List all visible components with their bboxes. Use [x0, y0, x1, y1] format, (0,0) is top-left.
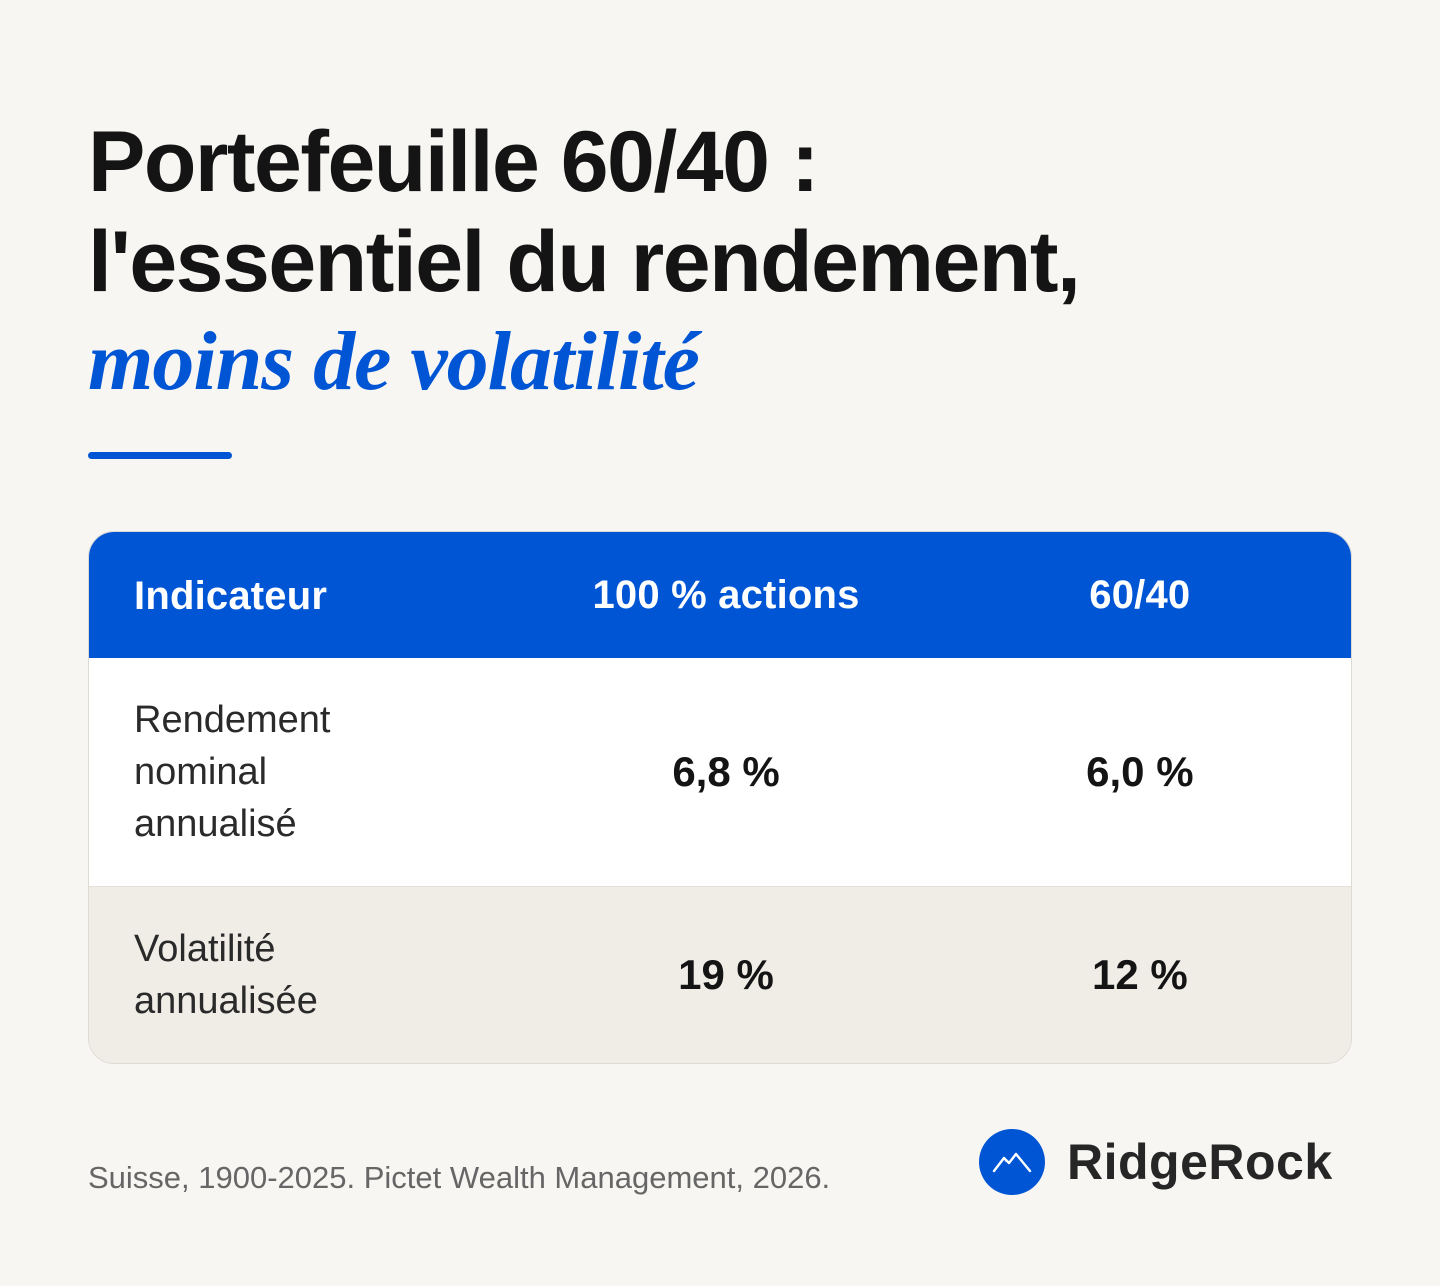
accent-divider — [88, 452, 232, 459]
title-accent: moins de volatilité — [88, 315, 700, 408]
comparison-table: Indicateur 100 % actions 60/40 Rendement… — [88, 531, 1352, 1064]
title-line-2: l'essentiel du rendement, — [88, 214, 1081, 310]
row-label-return: Rendement nominal annualisé — [134, 699, 331, 845]
value-volatility-stocks: 19 % — [678, 951, 774, 998]
table-row: Volatilité annualisée 19 % 12 % — [89, 887, 1351, 1063]
header-sixty-forty: 60/40 — [1089, 572, 1191, 617]
mountain-icon — [979, 1129, 1045, 1195]
value-return-stocks: 6,8 % — [672, 748, 780, 795]
title-line-1: Portefeuille 60/40 : — [88, 114, 819, 210]
brand-logo: RidgeRock — [979, 1129, 1333, 1195]
brand-name: RidgeRock — [1067, 1134, 1333, 1190]
table-header-row: Indicateur 100 % actions 60/40 — [89, 532, 1351, 658]
header-indicator: Indicateur — [134, 573, 328, 618]
source-note: Suisse, 1900-2025. Pictet Wealth Managem… — [88, 1160, 831, 1195]
table-row: Rendement nominal annualisé 6,8 % 6,0 % — [89, 658, 1351, 887]
header-stocks: 100 % actions — [592, 572, 860, 617]
page-title: Portefeuille 60/40 : l'essentiel du rend… — [88, 112, 1368, 412]
row-label-volatility: Volatilité annualisée — [134, 928, 318, 1022]
value-return-sixty-forty: 6,0 % — [1086, 748, 1194, 795]
value-volatility-sixty-forty: 12 % — [1091, 951, 1188, 998]
